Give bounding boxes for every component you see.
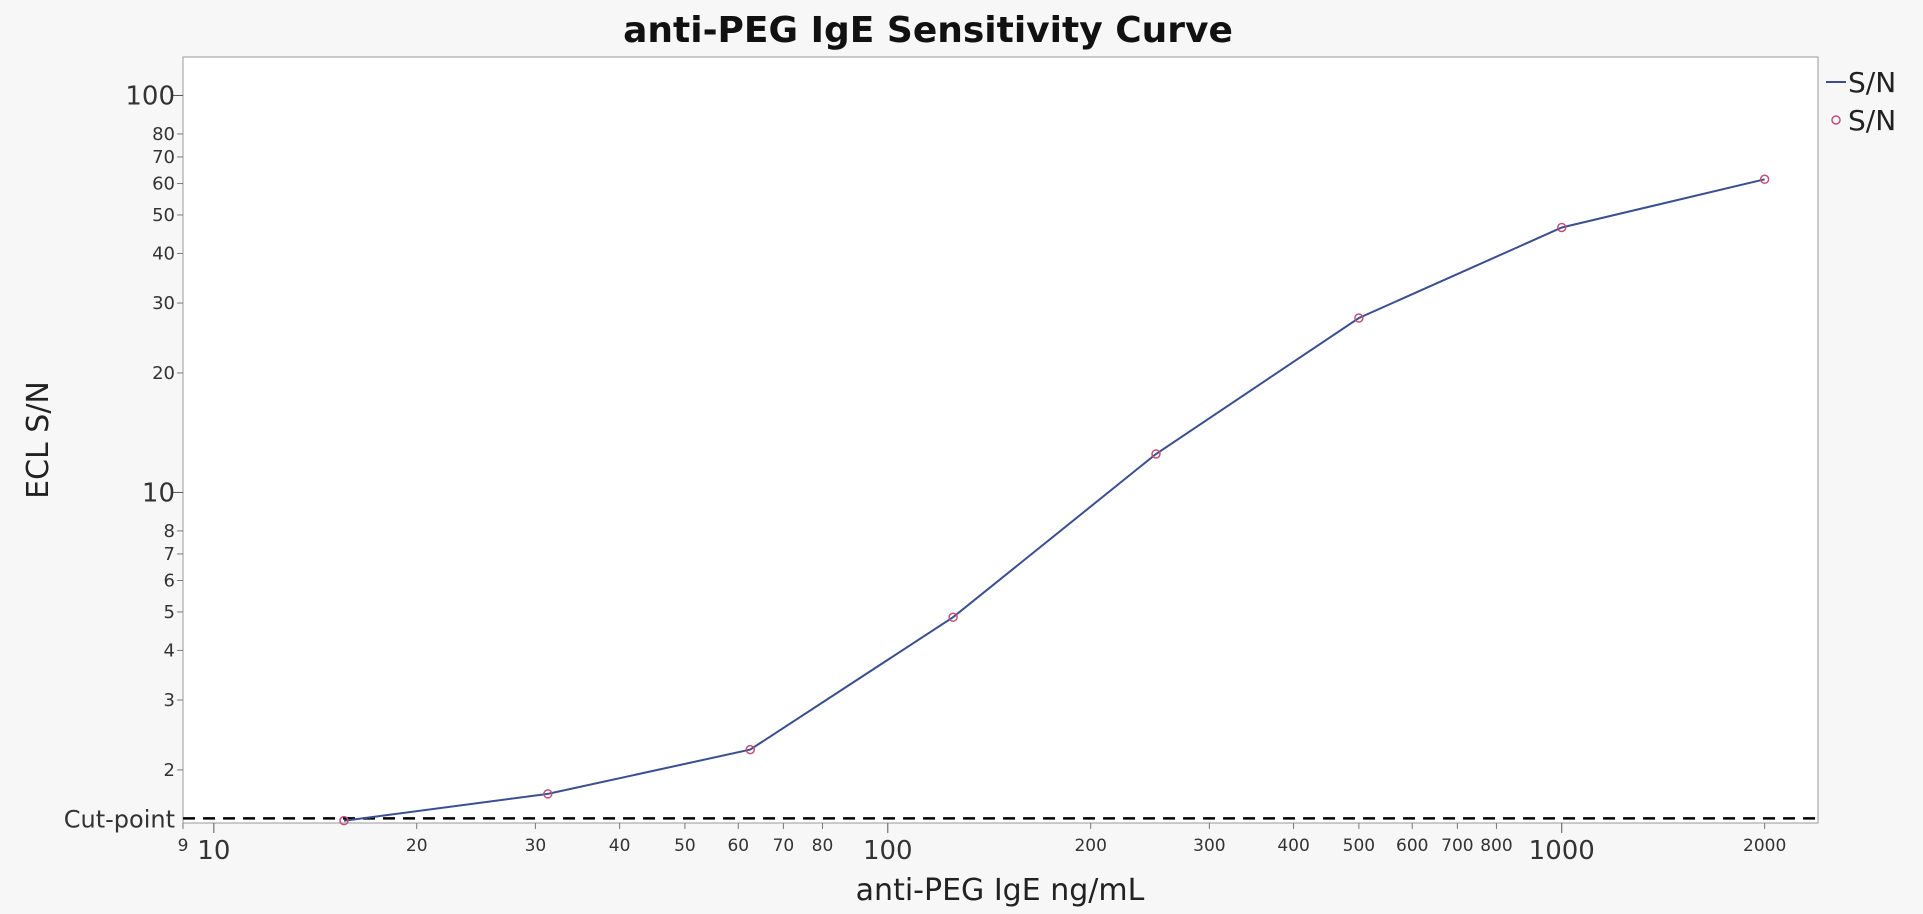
y-tick-label: 8 (164, 521, 175, 542)
x-tick-label: 1000 (1529, 836, 1595, 866)
y-tick-label: 2 (164, 760, 175, 781)
data-point (1354, 313, 1364, 323)
plot-background (182, 56, 1819, 824)
x-tick-label: 500 (1343, 836, 1375, 856)
x-tick-label: 100 (863, 836, 913, 866)
y-tick-label: 40 (152, 243, 175, 264)
legend-entry: S/N (1848, 104, 1896, 137)
y-tick-label: 4 (164, 640, 175, 661)
x-axis-label: anti-PEG IgE ng/mL (856, 873, 1145, 908)
y-tick-label: 7 (164, 544, 175, 565)
x-tick-label: 30 (525, 836, 547, 856)
y-axis-label: ECL S/N (21, 381, 56, 499)
x-tick-label: 40 (609, 836, 631, 856)
chart-title: anti-PEG IgE Sensitivity Curve (623, 10, 1233, 51)
x-tick-label: 20 (406, 836, 428, 856)
x-tick-label: 700 (1441, 836, 1473, 856)
x-tick-label: 600 (1396, 836, 1428, 856)
series-group (339, 174, 1770, 826)
y-tick-label: 80 (152, 124, 175, 145)
data-point (1151, 449, 1161, 459)
x-tick-label: 200 (1074, 836, 1106, 856)
legend: S/N S/N (1826, 66, 1896, 137)
x-tick-label: 800 (1480, 836, 1512, 856)
y-tick-label: 10 (142, 478, 175, 508)
x-axis: 10 100 1000 9 20 30 40 50 60 70 80 200 300 400 500 600 7… (178, 823, 1786, 866)
x-tick-label: 300 (1193, 836, 1225, 856)
y-tick-label: 3 (164, 690, 175, 711)
y-tick-label: 70 (152, 147, 175, 168)
x-tick-label: 400 (1277, 836, 1309, 856)
data-point (745, 744, 755, 755)
cut-point-group: Cut-point (64, 805, 1818, 833)
y-tick-label: 6 (164, 571, 175, 592)
y-tick-label: 50 (152, 205, 175, 226)
legend-swatch-marker (1831, 115, 1841, 125)
data-point (339, 815, 349, 826)
y-tick-label: 5 (164, 602, 175, 623)
x-tick-label: 10 (197, 836, 230, 866)
data-point (948, 612, 958, 622)
y-tick-label: 30 (152, 293, 175, 314)
x-tick-label: 2000 (1743, 836, 1786, 856)
x-tick-label: 70 (773, 836, 795, 856)
data-point (1557, 222, 1567, 233)
legend-entry: S/N (1848, 66, 1896, 99)
series-line (343, 178, 1765, 822)
x-tick-label: 80 (812, 836, 834, 856)
y-tick-label: 60 (152, 174, 175, 195)
x-tick-label: 9 (178, 836, 189, 856)
x-tick-label: 60 (727, 836, 749, 856)
data-point (543, 789, 553, 799)
cut-point-label: Cut-point (64, 805, 175, 833)
x-tick-label: 50 (674, 836, 696, 856)
y-tick-label: 100 (125, 81, 175, 111)
data-point (1759, 174, 1770, 185)
y-tick-label: 20 (152, 363, 175, 384)
